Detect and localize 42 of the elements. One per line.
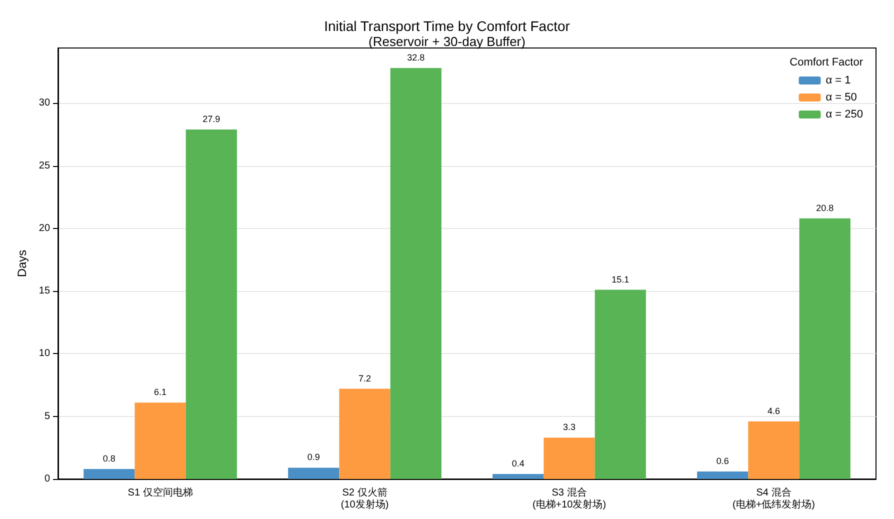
y-tick-label: 20 [38, 222, 50, 234]
data-label: 27.9 [202, 114, 220, 124]
y-tick-label: 0 [44, 474, 50, 484]
bar [288, 468, 340, 479]
y-tick-label: 5 [44, 410, 50, 422]
data-label: 15.1 [612, 274, 630, 284]
data-label: 6.1 [154, 387, 167, 398]
x-tick-label: S2 仅火箭 (10发射场) [340, 486, 389, 510]
bar [492, 474, 544, 479]
bar [339, 388, 390, 479]
bar [594, 290, 646, 479]
y-tick-label: 15 [38, 286, 50, 297]
data-label: 7.2 [358, 373, 372, 384]
bar [84, 468, 135, 479]
bar [186, 129, 237, 479]
y-axis-title: Days [15, 250, 29, 278]
data-label: 0.9 [307, 452, 320, 462]
data-label: 20.8 [816, 202, 834, 213]
data-label: 4.6 [767, 406, 780, 416]
bar [697, 471, 748, 479]
legend-label: α = 50 [826, 92, 857, 104]
chart-subtitle: (Reservoir + 30-day Buffer) [368, 34, 526, 49]
bar [748, 421, 800, 479]
x-tick-label: S1 仅空间电梯 [128, 486, 193, 498]
bar [544, 438, 595, 479]
data-label: 3.3 [563, 422, 576, 432]
data-label: 0.8 [102, 453, 116, 464]
legend-label: α = 1 [826, 74, 851, 86]
bar [134, 402, 186, 479]
data-label: 0.6 [716, 456, 729, 466]
data-label: 32.8 [407, 52, 425, 63]
data-label: 0.4 [512, 458, 524, 468]
x-tick-label: S4 混合 (电梯+低纬发射场) [732, 486, 816, 510]
y-tick-label: 30 [38, 98, 50, 109]
chart-title: Initial Transport Time by Comfort Factor [324, 18, 570, 34]
legend-title: Comfort Factor [790, 56, 864, 68]
bar [390, 68, 442, 479]
x-tick-label: S3 混合 (电梯+10发射场) [532, 486, 606, 510]
y-tick-label: 25 [38, 160, 50, 172]
y-tick-label: 10 [38, 348, 50, 360]
bar [799, 218, 850, 479]
legend-label: α = 250 [826, 108, 863, 120]
